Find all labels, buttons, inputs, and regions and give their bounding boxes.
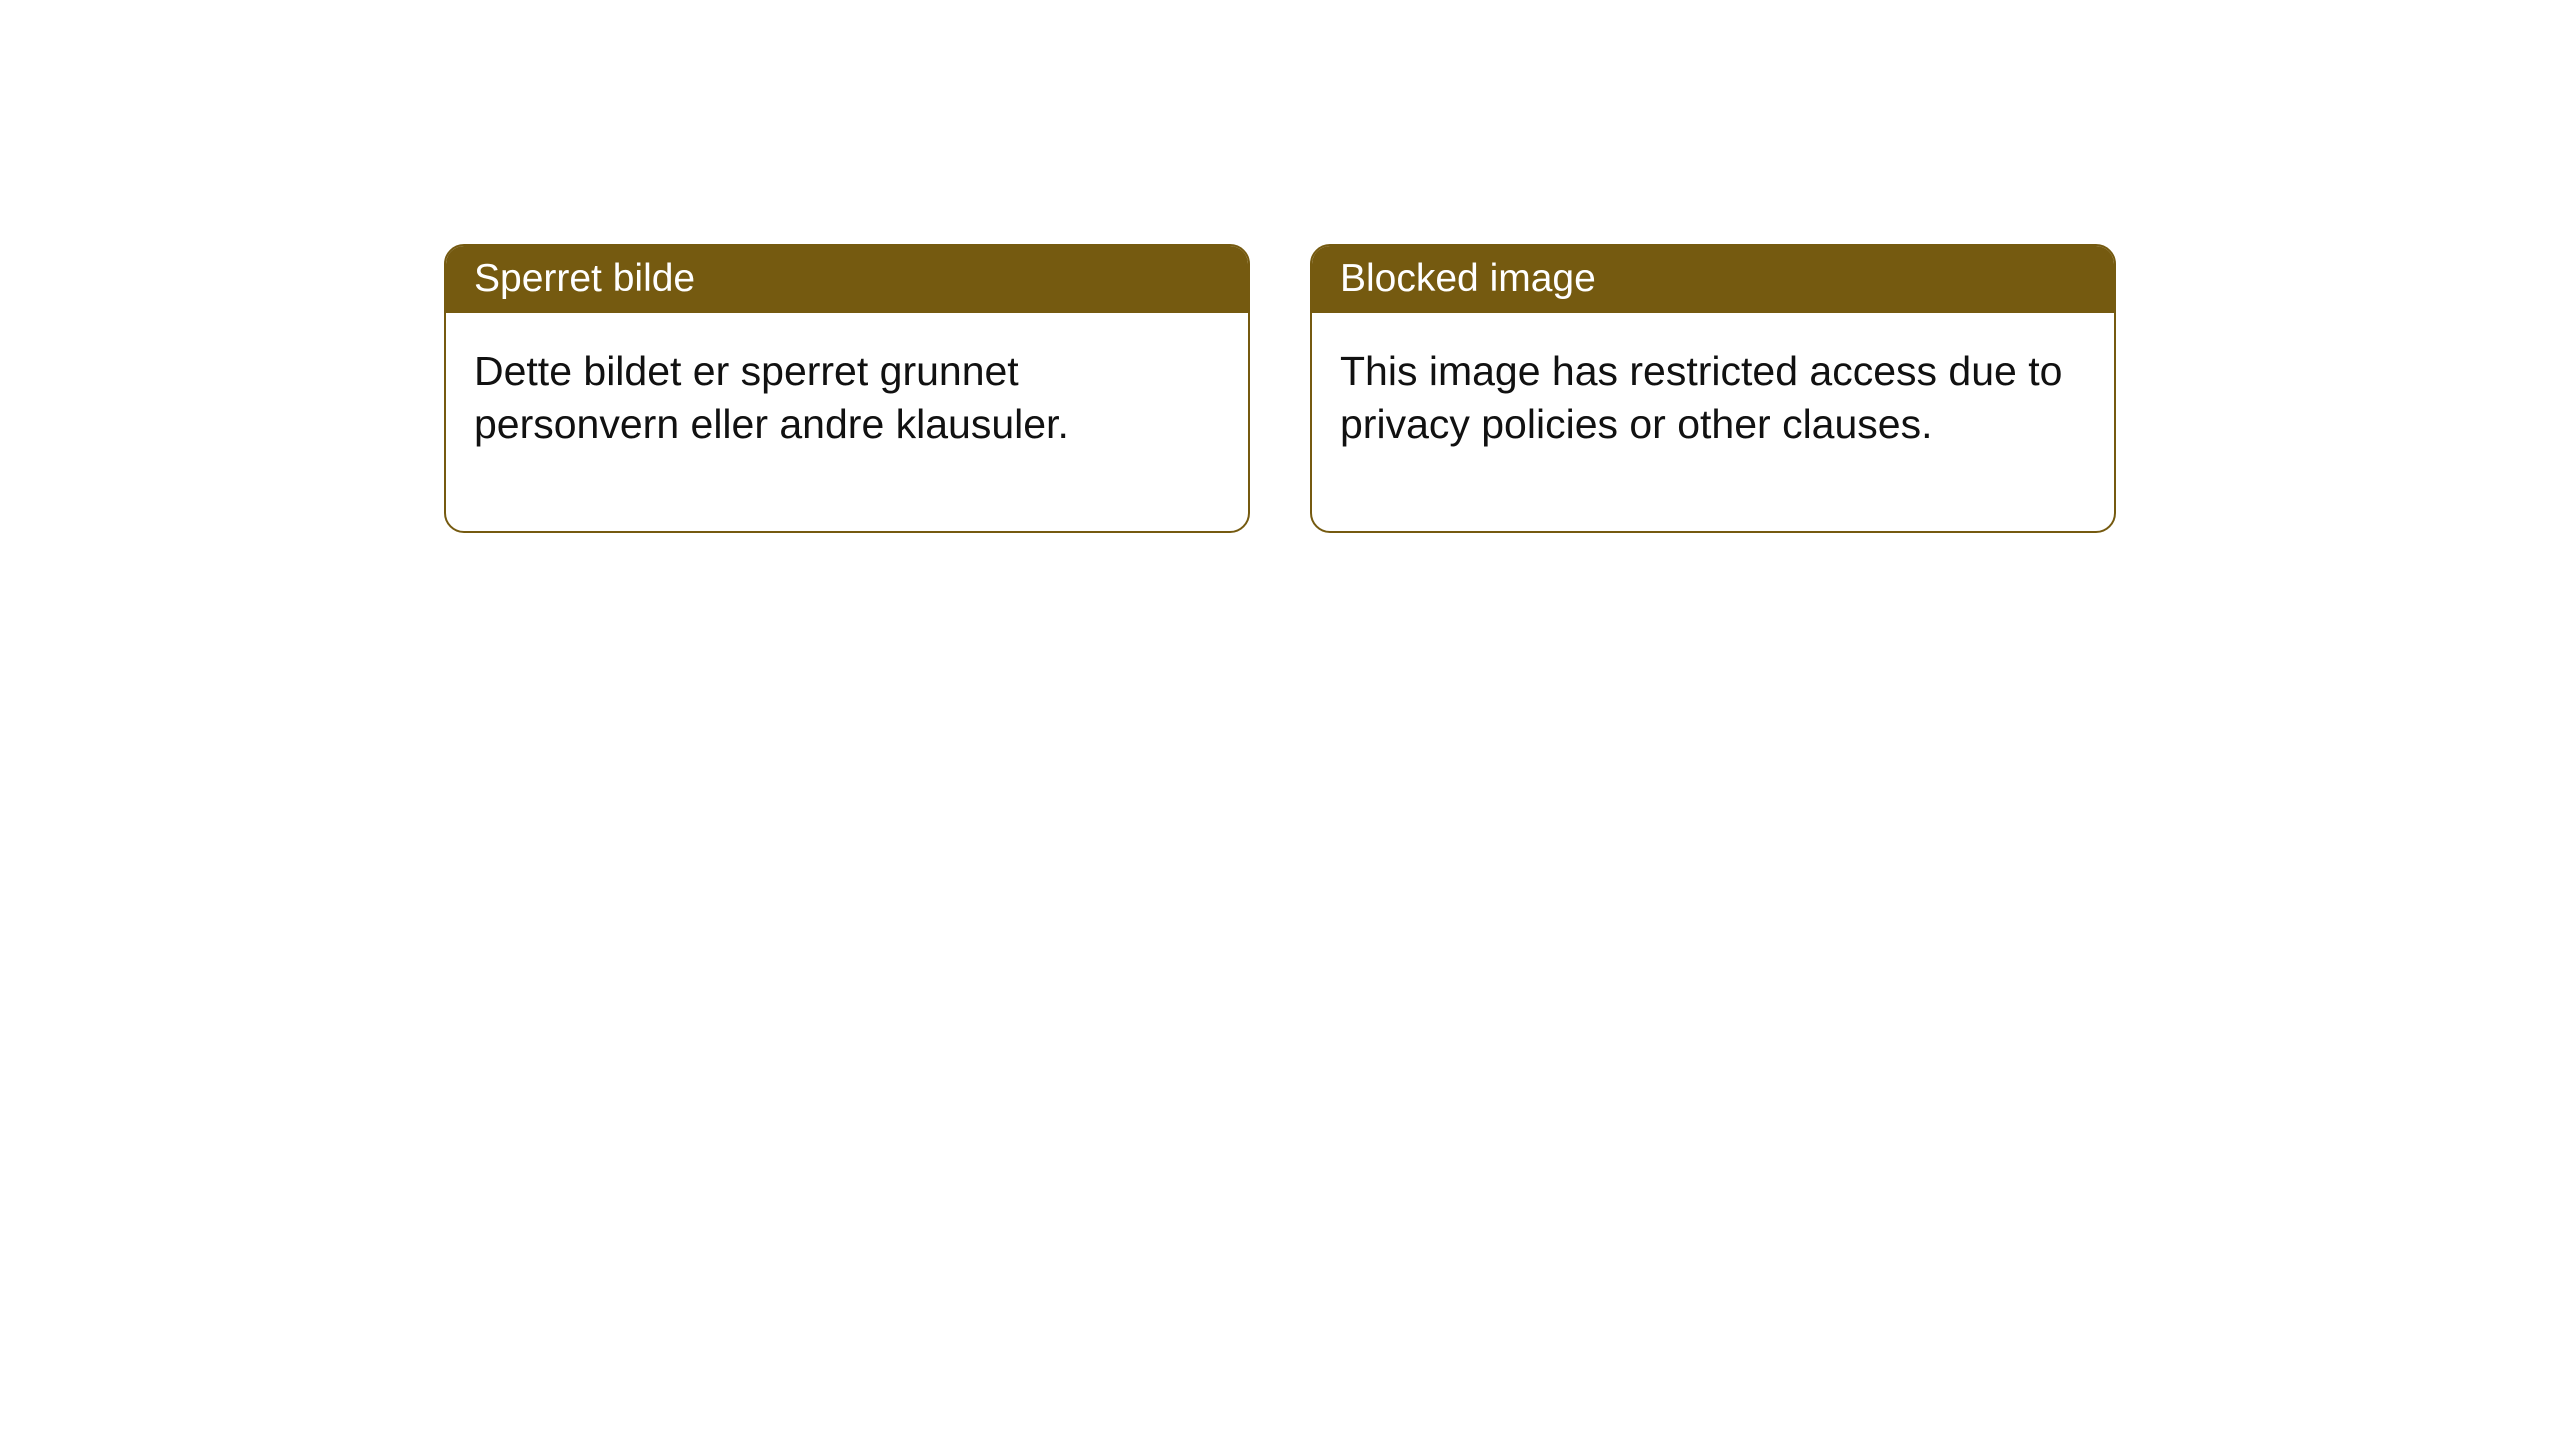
notice-body: Dette bildet er sperret grunnet personve… (446, 313, 1248, 532)
notice-container: Sperret bilde Dette bildet er sperret gr… (0, 0, 2560, 533)
notice-card-norwegian: Sperret bilde Dette bildet er sperret gr… (444, 244, 1250, 533)
notice-body: This image has restricted access due to … (1312, 313, 2114, 532)
notice-card-english: Blocked image This image has restricted … (1310, 244, 2116, 533)
notice-header: Blocked image (1312, 246, 2114, 313)
notice-header: Sperret bilde (446, 246, 1248, 313)
